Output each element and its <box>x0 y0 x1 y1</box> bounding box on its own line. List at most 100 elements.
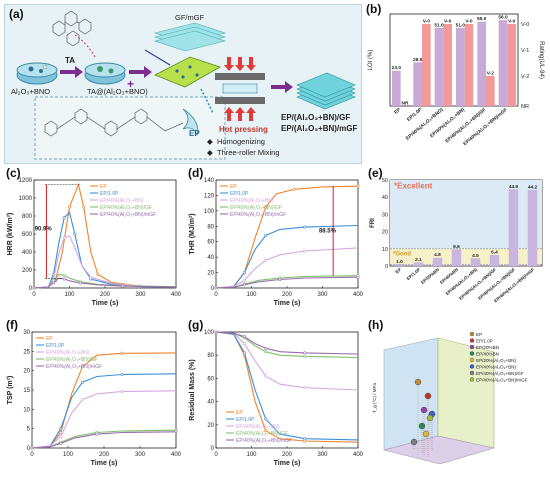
series-point <box>121 284 125 288</box>
fri-value-label: 4.8 <box>434 252 441 258</box>
loi-bar <box>434 27 444 106</box>
legend-entry: EP <box>476 332 482 337</box>
loi-value-label: 55.0 <box>477 16 487 22</box>
legend-entry: EP/40%(Al₂O₃+BN)/mGF <box>476 378 528 383</box>
plot-frame <box>389 13 519 107</box>
series-point <box>292 187 296 191</box>
y-tick-label: 0 <box>29 286 33 292</box>
panel-h: (h) T_g (°C) / MPa EP EP/1.0P EP/20%BN EP/40… <box>366 318 548 474</box>
x-tick-label: 100 <box>246 292 257 298</box>
x-category-label: EP <box>393 106 402 115</box>
ep-label: EP <box>189 129 200 138</box>
legend-entry: EP/1.0P <box>476 339 493 344</box>
fri-value-label: 44.6 <box>509 184 519 190</box>
chart-e: *Excellent *Good 0 10 20 30 40 50 FRI 1.0 EP 2.1 EP/… <box>370 178 543 303</box>
fri-value-label: 9.6 <box>453 244 460 250</box>
y-tick-label: 800 <box>22 214 33 220</box>
x-tick-label: 300 <box>317 452 328 458</box>
series-point <box>73 232 77 236</box>
legend-entry: EP/40%(Al₂O₃+BN)/GF <box>236 431 288 437</box>
y-tick-label: 30 <box>23 330 30 336</box>
series-point <box>214 286 218 290</box>
scatter-point <box>414 378 422 386</box>
y-axis-label: TSP (m²) <box>7 376 14 405</box>
fri-value-label: 6.4 <box>491 249 498 255</box>
x-tick-label: 200 <box>282 292 293 298</box>
legend-entry: EP/40%(Al₂O₃+BN)/GF <box>476 371 524 376</box>
right-tick-label: V-0 <box>521 22 529 28</box>
legend-entry: EP/1.0P <box>46 343 65 349</box>
y-tick-label: 140 <box>204 178 215 184</box>
series-point <box>264 205 268 209</box>
x-axis-label: Time (s) <box>274 300 301 307</box>
panel-e: (e) *Excellent *Good 0 10 20 30 40 50 FRI 1.0 EP 2.… <box>366 166 548 314</box>
legend-marker <box>469 338 475 343</box>
series-point <box>62 277 66 281</box>
x-tick-label: 400 <box>353 292 364 298</box>
x-tick-label: 200 <box>282 452 293 458</box>
arrow-icon-3 <box>271 81 293 93</box>
plus-sign: + <box>127 77 135 91</box>
x-axis-label: Time (s) <box>274 460 301 467</box>
arrow-icon-fabric <box>144 49 171 66</box>
scatter-point <box>420 406 428 414</box>
y-tick-label: 100 <box>204 209 215 215</box>
x-category-label: EP/40%(Al₂O₃+BNO) <box>405 107 445 142</box>
series-point <box>303 351 307 355</box>
three-roller-bullet: ◆ <box>207 148 213 157</box>
fri-value-label: 2.1 <box>415 257 422 263</box>
panel-label-f: (f) <box>6 318 18 332</box>
loi-bar <box>477 21 486 107</box>
chart-h: T_g (°C) / MPaEPEP/1.0PEP/20%BNEP/40%BNE… <box>372 331 528 465</box>
series-point <box>32 286 36 290</box>
legend-entry: EP <box>100 184 107 190</box>
x-tick-label: 100 <box>246 452 257 458</box>
series-point <box>68 205 72 209</box>
fri-value-label: 1.0 <box>396 259 403 265</box>
legend-entry: EP/40%(Al₂O₃+BN) <box>230 198 274 204</box>
series-point <box>242 335 246 339</box>
composite-plate <box>154 56 221 88</box>
series-point <box>303 225 307 229</box>
y-tick-label: 10 <box>382 247 388 253</box>
x-tick-label: 0 <box>214 452 218 458</box>
panel-b: (b) LOI (%) Rating(UL-94) V-0 V-1 V-2 NR 23.0 N… <box>364 2 548 164</box>
panel-g: (g) 0 100 200 300 400 0 20 40 60 80 100 Time (s) Res… <box>186 318 366 474</box>
gf-label: GF/mGF <box>175 13 205 22</box>
y-tick-label: 80 <box>207 353 214 359</box>
legend-entry: EP/40%(Al₂O₃+BN)/mGF <box>236 438 292 444</box>
rating-value-label: NR <box>402 101 409 107</box>
fri-value-label: 44.2 <box>528 184 538 190</box>
y-tick-label: 600 <box>22 232 33 238</box>
legend-entry: EP/40%(Al₂O₃+BN)/mGF <box>46 364 102 370</box>
x-category-label: EP/20%BN <box>420 267 440 285</box>
glass-fabric-icon <box>153 22 227 52</box>
x-tick-label: 0 <box>32 292 36 298</box>
dotted-arrow <box>200 88 214 114</box>
right-tick-label: V-1 <box>521 48 529 54</box>
series-point <box>52 281 56 285</box>
series-point <box>264 258 268 262</box>
rating-value-label: V-0 <box>508 19 516 25</box>
y-tick-label: 0 <box>385 264 388 270</box>
right-tick-label: V-2 <box>521 74 529 80</box>
series-point <box>303 354 307 358</box>
rating-bar <box>486 76 495 106</box>
series-point <box>59 427 63 431</box>
y-tick-label: 1000 <box>19 196 33 202</box>
fri-bar <box>394 264 405 266</box>
good-label: *Good <box>393 252 411 258</box>
x-tick-label: 400 <box>353 452 364 458</box>
x-category-label: EP/40%(Al₂O₃+BN)/GF <box>444 107 487 145</box>
panel-label-a: (a) <box>9 7 24 21</box>
legend-entry: EP <box>230 184 237 190</box>
plot-frame <box>215 331 359 449</box>
panel-label-h: (h) <box>368 318 384 332</box>
chart-g: 0 100 200 300 400 0 20 40 60 80 100 Time (s) Residua… <box>189 330 364 467</box>
beaker-icon-ta <box>84 62 126 85</box>
series-point <box>242 283 246 287</box>
legend-marker <box>469 351 475 356</box>
series-point <box>78 281 82 285</box>
legend-entry: EP/20%(Al₂O₃+BN) <box>476 358 517 363</box>
series-line-2 <box>33 211 177 289</box>
